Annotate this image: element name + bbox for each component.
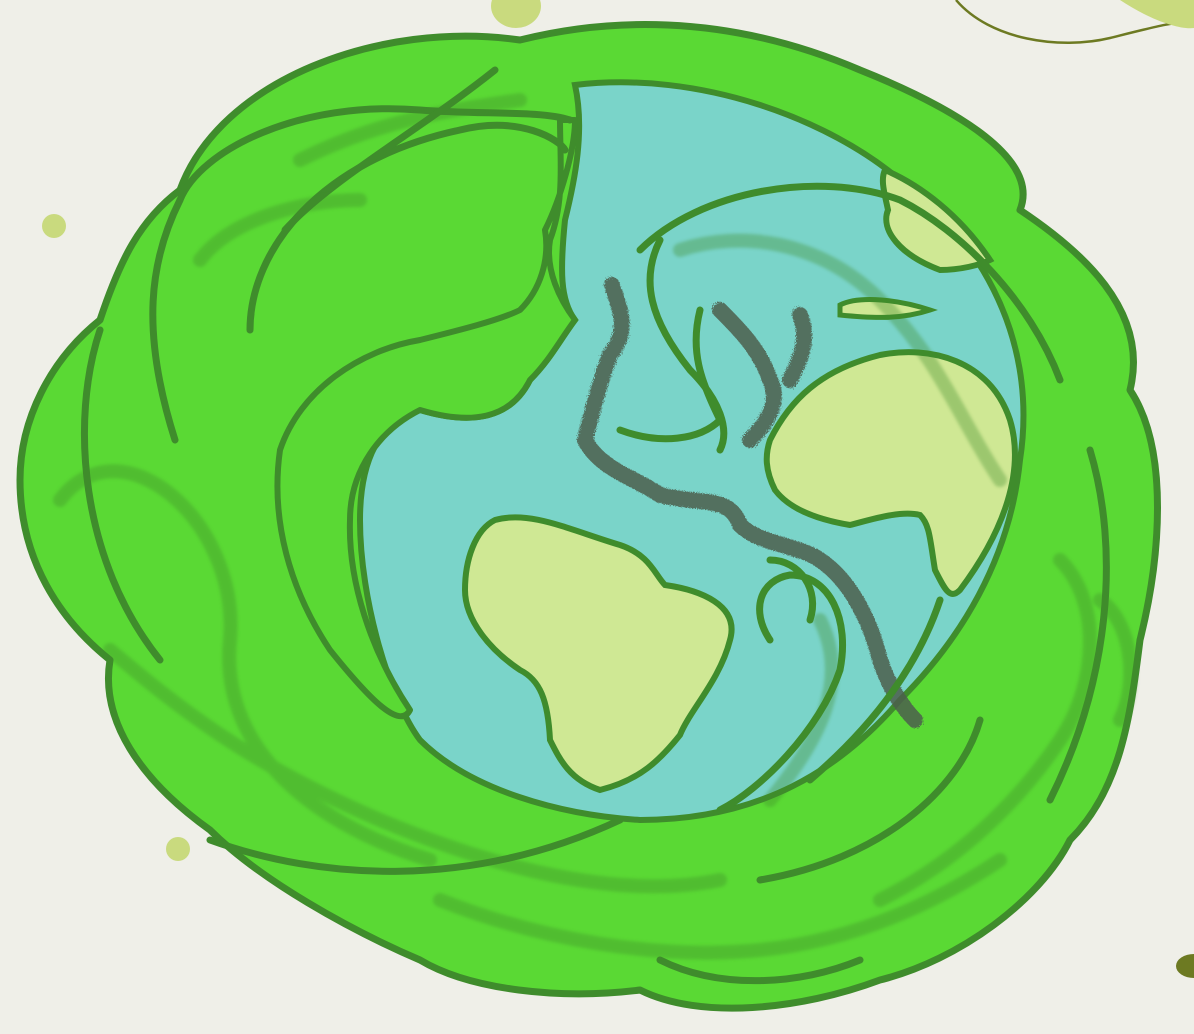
dark-branch-line — [576, 277, 923, 728]
hair-strands — [80, 66, 1110, 985]
leaf-top-right-icon — [1120, 0, 1194, 29]
continent-south-america — [461, 514, 735, 794]
dot-bottom-left — [166, 837, 190, 861]
dot-left — [42, 214, 66, 238]
dot-top — [491, 0, 541, 28]
decorative-dots — [42, 0, 1194, 978]
soft-hair-strands — [53, 93, 1138, 960]
woman-profile — [274, 117, 578, 720]
leaf-bottom-right-icon — [1176, 954, 1194, 978]
